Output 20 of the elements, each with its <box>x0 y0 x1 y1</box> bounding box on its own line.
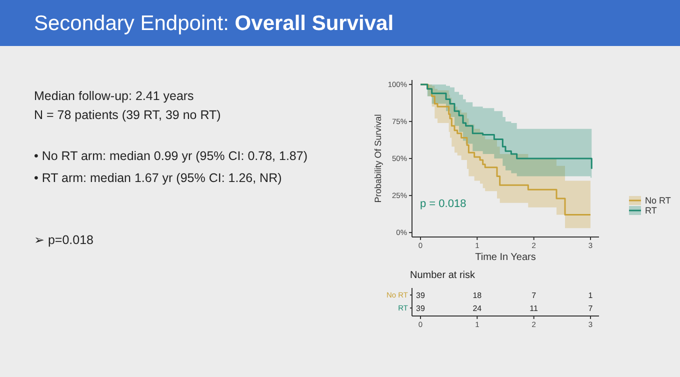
legend-label: No RT <box>645 196 672 206</box>
data-label: 39 <box>416 304 426 313</box>
x-axis-title: Time In Years <box>475 252 536 263</box>
text: ➢ p=0.018 <box>34 233 94 247</box>
data-label: 24 <box>472 304 482 313</box>
data-label: 11 <box>530 304 539 313</box>
y-axis-title: Probability Of Survival <box>373 114 383 203</box>
data-label: 39 <box>416 290 426 300</box>
annotation: p = 0.018 <box>420 198 466 210</box>
text: • RT arm: median 1.67 yr (95% CI: 1.26, NR) <box>34 171 282 185</box>
text: Secondary Endpoint: Overall Survival <box>34 12 394 35</box>
data-label: 1 <box>588 290 594 300</box>
text: Median follow-up: 2.41 years <box>34 89 194 103</box>
legend-label: RT <box>645 206 658 216</box>
data-label: 7 <box>532 290 537 300</box>
chart-title: Number at risk <box>410 270 476 281</box>
data-label: 18 <box>472 290 482 300</box>
text: N = 78 patients (39 RT, 39 no RT) <box>34 108 221 122</box>
text: • No RT arm: median 0.99 yr (95% CI: 0.78, 1.87) <box>34 149 308 163</box>
data-label: 7 <box>588 304 594 313</box>
